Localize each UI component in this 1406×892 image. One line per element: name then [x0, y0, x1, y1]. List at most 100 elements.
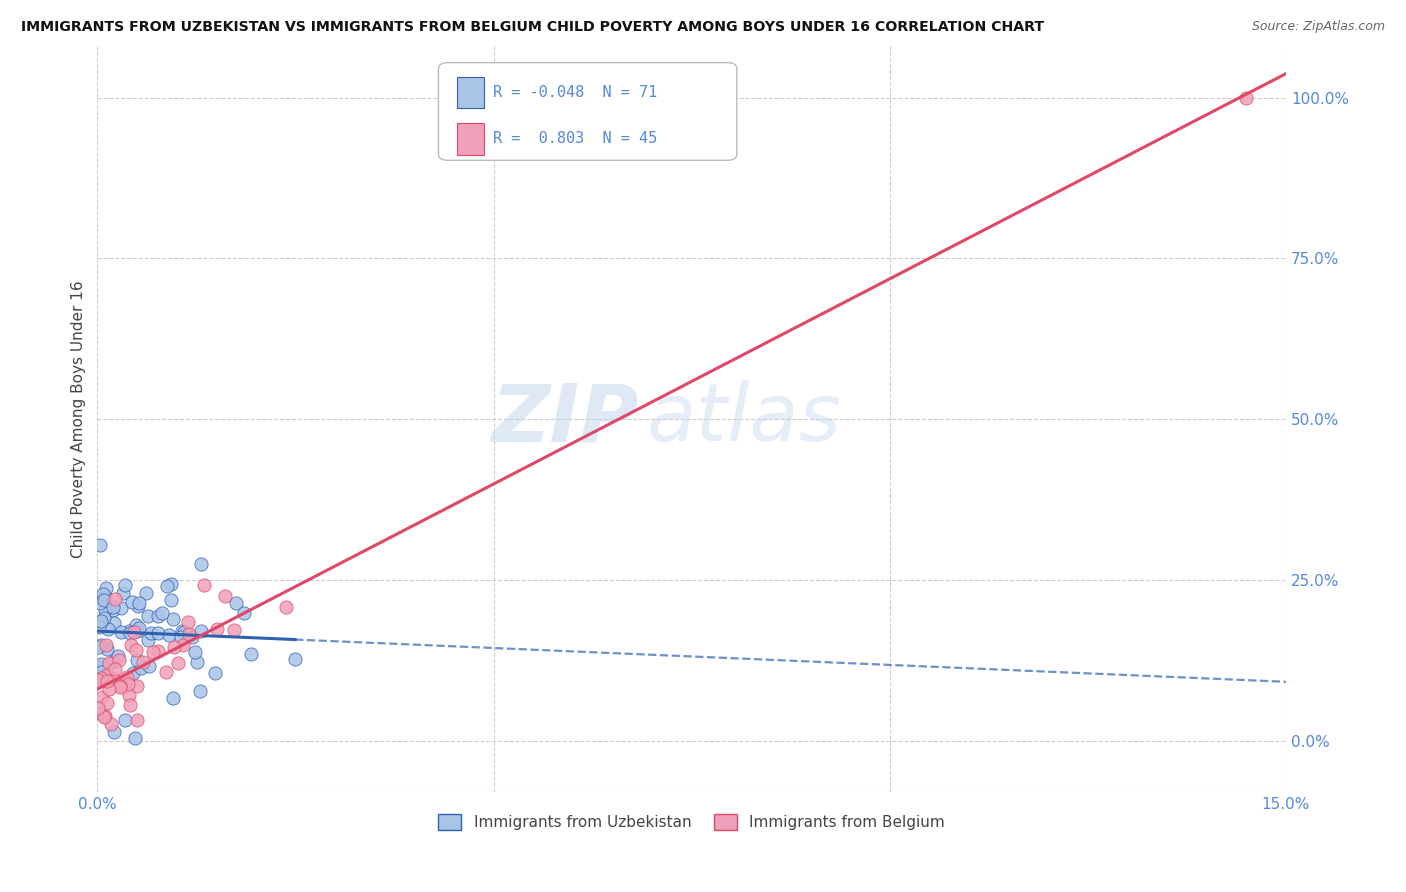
Point	[97, 656, 120, 670]
Point	[96, 641, 118, 656]
Point	[107, 648, 129, 663]
Point	[205, 623, 228, 637]
Point	[173, 625, 195, 640]
Point	[179, 627, 201, 641]
Point	[112, 586, 135, 600]
Point	[96, 638, 118, 652]
Point	[90, 671, 112, 685]
Point	[122, 625, 145, 640]
Point	[139, 626, 162, 640]
Point	[90, 615, 112, 630]
Point	[124, 618, 146, 632]
Point	[138, 659, 160, 673]
Point	[274, 600, 297, 615]
Point	[163, 640, 186, 655]
Text: R = -0.048  N = 71: R = -0.048 N = 71	[494, 85, 658, 100]
Point	[132, 655, 155, 669]
Point	[125, 642, 148, 657]
Point	[150, 606, 173, 620]
Point	[128, 596, 150, 610]
Point	[120, 638, 142, 652]
Point	[146, 608, 169, 623]
Point	[142, 645, 165, 659]
Point	[94, 581, 117, 595]
Point	[110, 625, 132, 640]
Text: IMMIGRANTS FROM UZBEKISTAN VS IMMIGRANTS FROM BELGIUM CHILD POVERTY AMONG BOYS U: IMMIGRANTS FROM UZBEKISTAN VS IMMIGRANTS…	[21, 20, 1045, 34]
Point	[122, 666, 145, 681]
Point	[103, 654, 125, 668]
Point	[87, 701, 110, 715]
Point	[167, 656, 190, 670]
Point	[93, 709, 115, 723]
Point	[91, 690, 114, 704]
Point	[103, 724, 125, 739]
Point	[177, 615, 200, 630]
Point	[103, 615, 125, 630]
Text: R =  0.803  N = 45: R = 0.803 N = 45	[494, 131, 658, 146]
FancyBboxPatch shape	[457, 77, 484, 108]
Point	[114, 578, 136, 592]
Point	[97, 669, 120, 683]
Point	[101, 599, 124, 614]
Point	[89, 671, 111, 685]
Point	[172, 638, 194, 652]
Point	[121, 595, 143, 609]
Point	[190, 624, 212, 638]
Point	[136, 609, 159, 624]
Point	[118, 624, 141, 639]
Point	[233, 607, 256, 621]
Point	[87, 673, 110, 688]
Point	[125, 624, 148, 638]
Point	[115, 673, 138, 688]
Legend: Immigrants from Uzbekistan, Immigrants from Belgium: Immigrants from Uzbekistan, Immigrants f…	[432, 808, 950, 837]
Point	[146, 644, 169, 658]
Point	[97, 682, 120, 697]
Point	[110, 680, 132, 694]
Point	[90, 614, 112, 628]
Point	[90, 638, 112, 652]
Point	[110, 601, 132, 615]
Point	[90, 657, 112, 671]
Point	[204, 666, 226, 681]
Point	[104, 591, 127, 606]
Point	[155, 665, 177, 679]
Point	[160, 577, 183, 591]
Point	[284, 652, 307, 666]
Point	[136, 633, 159, 648]
Point	[127, 653, 149, 667]
Point	[96, 674, 118, 689]
Point	[89, 706, 111, 720]
Y-axis label: Child Poverty Among Boys Under 16: Child Poverty Among Boys Under 16	[72, 280, 86, 558]
Point	[127, 599, 149, 613]
Point	[96, 667, 118, 681]
Point	[89, 596, 111, 610]
Point	[124, 731, 146, 745]
Point	[120, 698, 142, 713]
Point	[162, 690, 184, 705]
Point	[108, 653, 131, 667]
Point	[127, 679, 149, 693]
Point	[94, 603, 117, 617]
Point	[115, 670, 138, 684]
Point	[157, 628, 180, 642]
Point	[118, 626, 141, 640]
Point	[193, 578, 215, 592]
FancyBboxPatch shape	[439, 62, 737, 161]
Text: Source: ZipAtlas.com: Source: ZipAtlas.com	[1251, 20, 1385, 33]
Point	[94, 709, 117, 723]
Point	[101, 602, 124, 616]
Point	[93, 611, 115, 625]
Text: ZIP: ZIP	[491, 380, 638, 458]
Text: atlas: atlas	[647, 380, 841, 458]
Point	[117, 677, 139, 691]
Point	[90, 665, 112, 679]
Point	[160, 593, 183, 607]
Point	[188, 684, 211, 698]
Point	[170, 624, 193, 638]
Point	[184, 645, 207, 659]
Point	[125, 713, 148, 727]
Point	[117, 688, 139, 702]
FancyBboxPatch shape	[457, 123, 484, 154]
Point	[100, 717, 122, 731]
Point	[156, 579, 179, 593]
